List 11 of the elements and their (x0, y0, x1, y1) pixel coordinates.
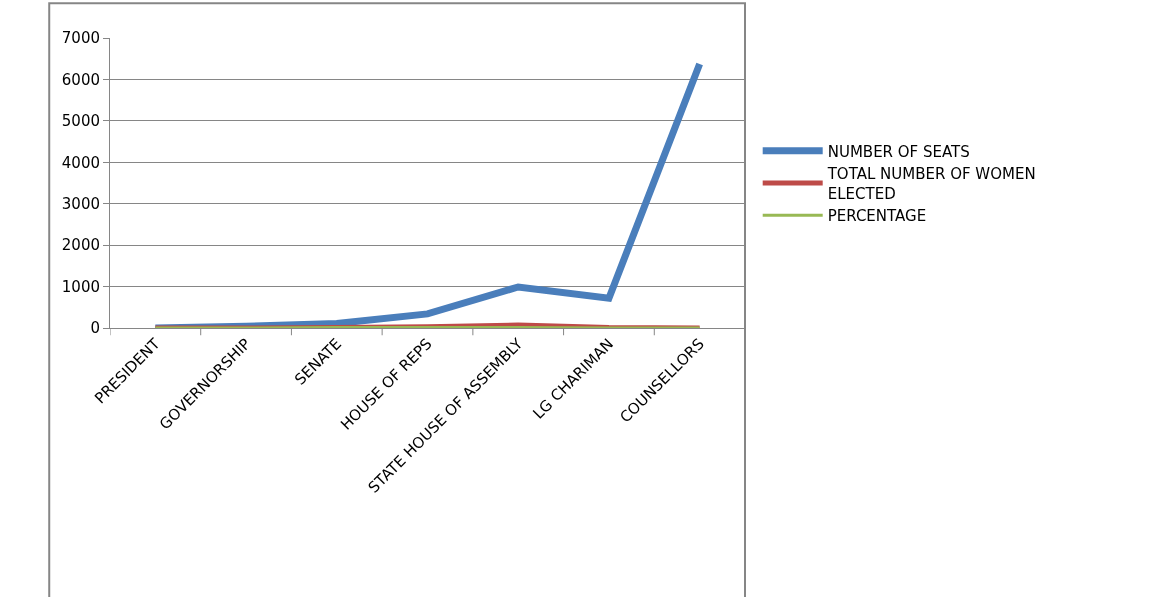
y-tick-label: 6000 (61, 70, 100, 89)
y-tick-label: 3000 (61, 194, 100, 213)
y-tick-label: 1000 (61, 277, 100, 296)
legend-label: TOTAL NUMBER OF WOMEN ELECTED (826, 165, 1036, 203)
y-tick-label: 0 (90, 319, 100, 338)
y-tick-label: 7000 (61, 29, 100, 48)
y-tick-label: 4000 (61, 153, 100, 172)
y-tick-label: 5000 (61, 112, 100, 131)
legend-label: NUMBER OF SEATS (827, 142, 970, 161)
y-tick-label: 2000 (61, 236, 100, 255)
legend-label: PERCENTAGE (827, 207, 927, 226)
